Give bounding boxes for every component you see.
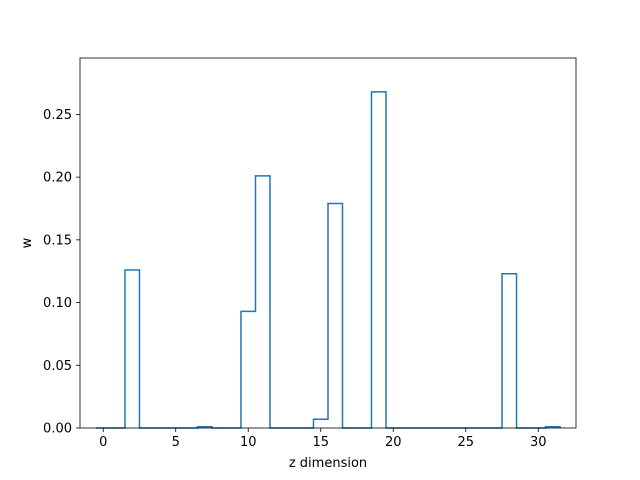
x-tick-label: 20 xyxy=(385,435,402,450)
x-axis-label: z dimension xyxy=(289,456,367,471)
y-tick-label: 0.05 xyxy=(43,359,72,374)
y-tick-label: 0.25 xyxy=(43,108,72,123)
y-tick-label: 0.20 xyxy=(43,171,72,186)
y-axis-label: w xyxy=(20,237,35,248)
x-tick-label: 30 xyxy=(530,435,547,450)
x-tick-label: 5 xyxy=(172,435,180,450)
y-tick-label: 0.15 xyxy=(43,233,72,248)
x-axis-ticks: 0 5 10 15 20 25 30 xyxy=(99,428,547,450)
x-tick-label: 0 xyxy=(99,435,107,450)
y-axis-ticks: 0.00 0.05 0.10 0.15 0.20 0.25 xyxy=(43,108,80,437)
x-tick-label: 25 xyxy=(458,435,475,450)
axes-frame xyxy=(79,57,577,429)
y-tick-label: 0.10 xyxy=(43,296,72,311)
y-tick-label: 0.00 xyxy=(43,422,72,437)
x-tick-label: 15 xyxy=(312,435,329,450)
plot-area xyxy=(80,58,576,429)
x-tick-label: 10 xyxy=(240,435,257,450)
